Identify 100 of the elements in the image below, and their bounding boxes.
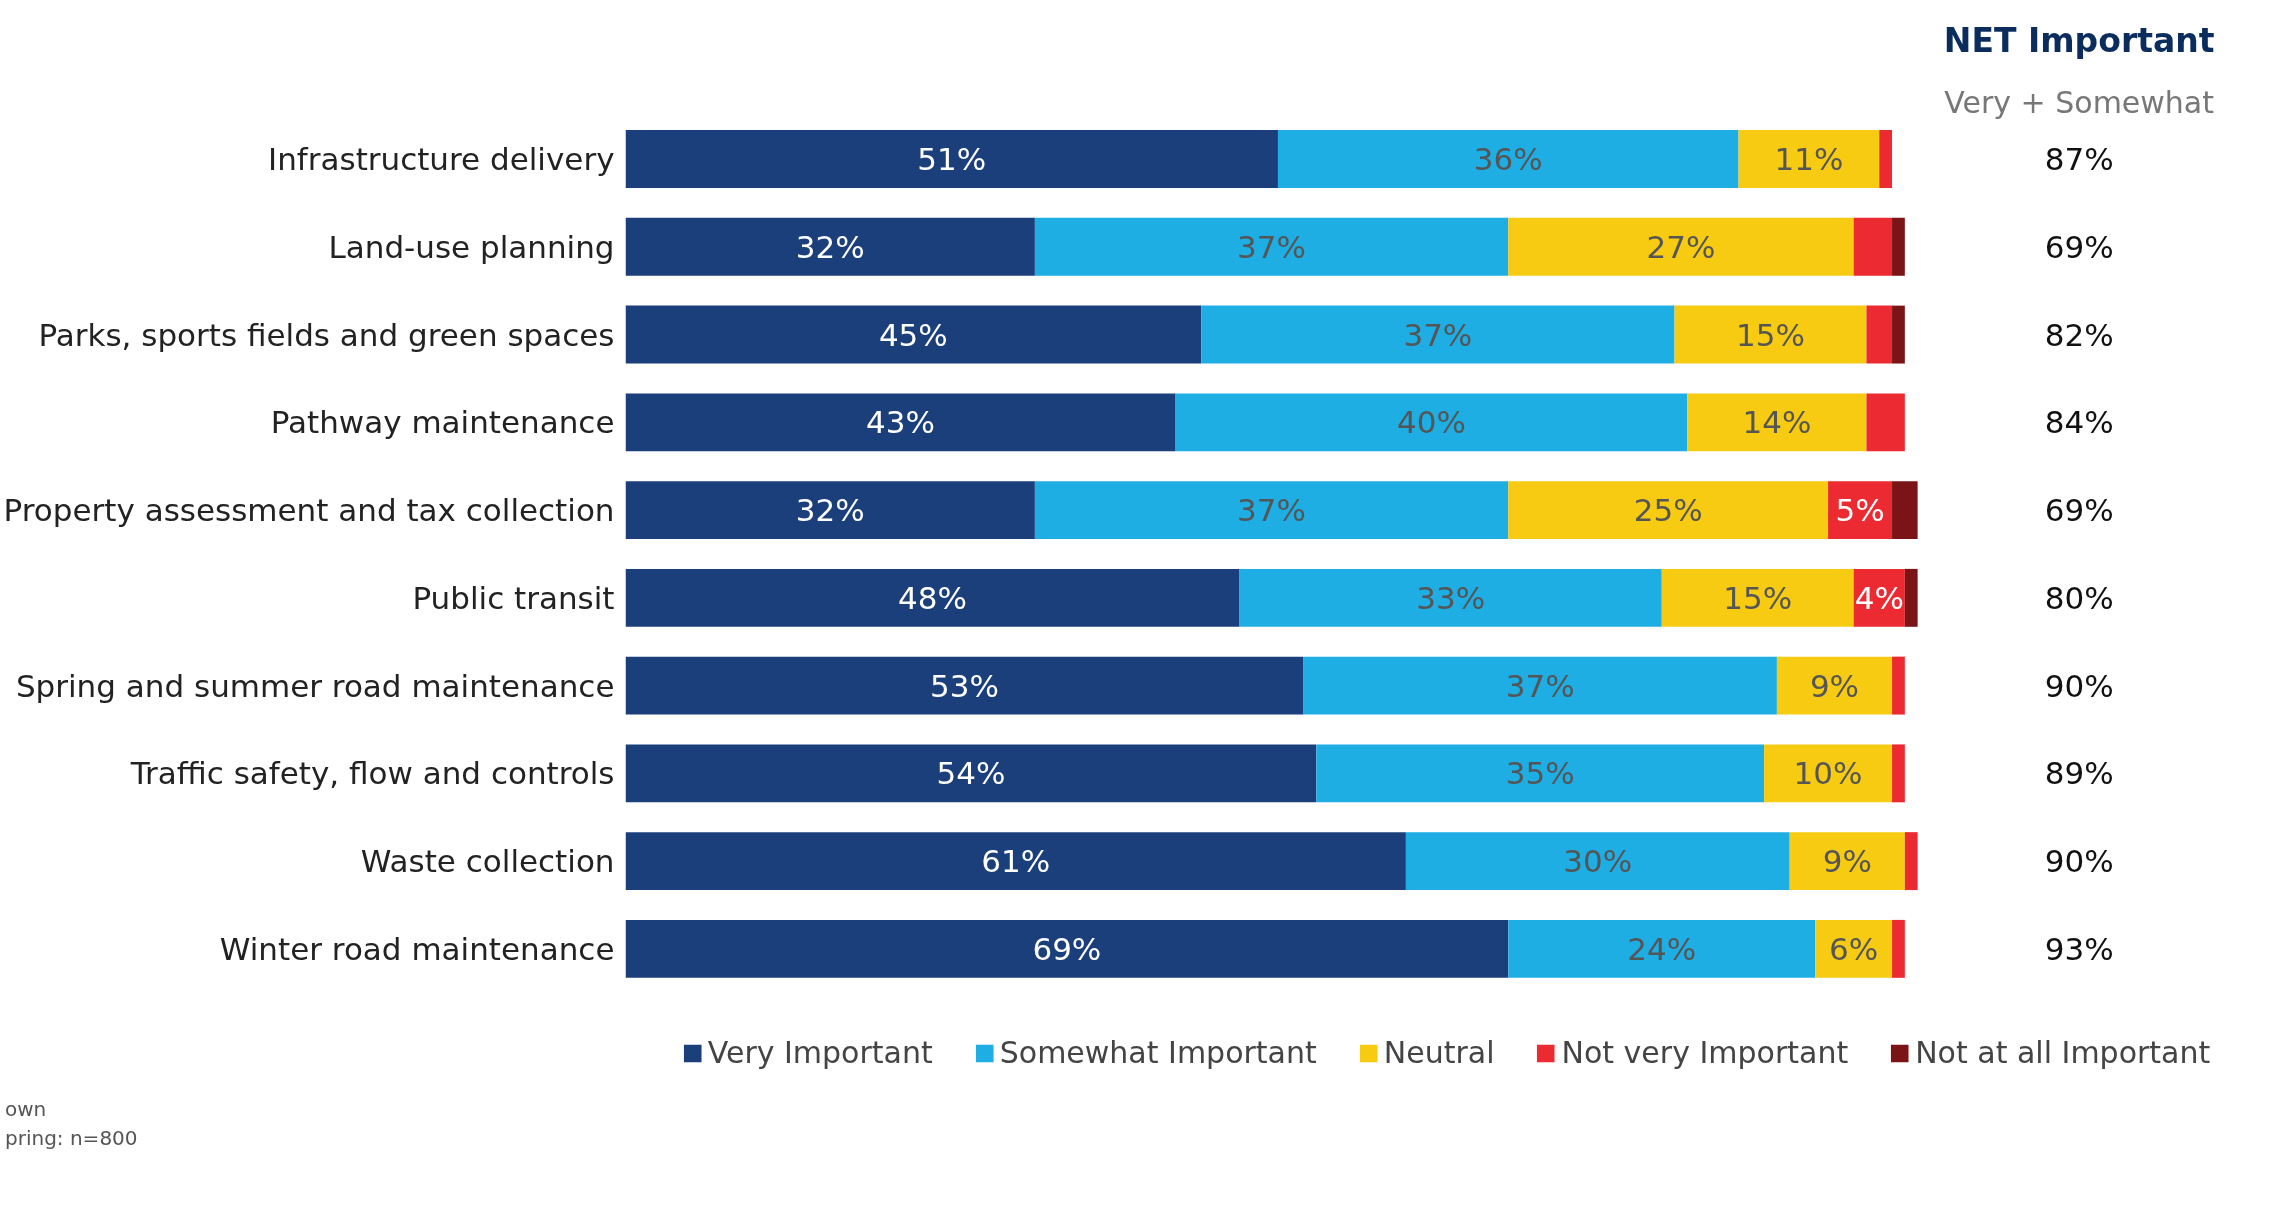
bar [1738,130,1880,189]
bar [1034,481,1509,540]
bar [1764,744,1893,803]
bar [1303,656,1777,715]
text: NET Important [1943,21,2215,61]
y-tick-label: Public transit [412,579,615,616]
text: 89% [2044,755,2114,792]
bar [1789,832,1905,891]
bar [625,305,1202,364]
legend-label: Not at all Important [1915,1035,2211,1070]
data-label: 11% [1774,141,1844,178]
data-label: 36% [1473,141,1543,178]
legend-label: Somewhat Important [999,1035,1317,1070]
y-tick-label: Property assessment and tax collection [3,492,615,529]
data-label: 35% [1505,755,1575,792]
data-label: 69% [1032,930,1102,967]
y-tick-label: Parks, sports fields and green spaces [38,316,615,353]
bar [1892,656,1905,715]
bar [625,832,1406,891]
legend-label: Very Important [707,1035,933,1070]
bar [1316,744,1765,803]
legend-label: Neutral [1383,1035,1495,1070]
bar [1892,744,1905,803]
bar [625,656,1304,715]
bar [1815,919,1893,978]
data-label: 53% [930,667,999,704]
data-label: 15% [1723,579,1793,616]
bar [1239,568,1662,627]
text: 80% [2044,579,2114,616]
text: 90% [2044,843,2114,880]
y-tick-label: Spring and summer road maintenance [15,667,615,704]
bar [625,130,1278,189]
data-label: 25% [1633,492,1703,529]
data-label: 40% [1397,404,1466,441]
data-label: 37% [1403,316,1473,353]
bar [1034,217,1509,276]
data-label: 9% [1822,843,1872,880]
bar [1175,393,1688,452]
bar [1405,832,1790,891]
data-label: 43% [866,404,936,441]
bar [625,217,1035,276]
text: 82% [2044,316,2114,353]
bar [1853,217,1893,276]
bar [1661,568,1854,627]
bar [625,393,1176,452]
bar [1508,481,1829,540]
bar [625,481,1035,540]
text: 87% [2044,141,2114,178]
bar [1508,919,1816,978]
data-label: 33% [1416,579,1486,616]
bar [1892,305,1905,364]
data-label: 27% [1646,228,1716,265]
text: 90% [2044,667,2114,704]
bar [1776,656,1893,715]
y-tick-label: Pathway maintenance [270,404,615,441]
data-label: 51% [917,141,987,178]
bar [1904,832,1918,891]
text: 69% [2044,228,2114,265]
data-label: 37% [1237,492,1307,529]
bar [1892,217,1905,276]
bar [1674,305,1867,364]
bar [1201,305,1675,364]
data-label: 24% [1627,930,1697,967]
bar [1892,919,1905,978]
data-label: 32% [795,228,865,265]
text: Very + Somewhat [1944,84,2215,120]
text: own [5,1097,47,1121]
data-label: 37% [1237,228,1307,265]
bar [1904,568,1918,627]
text: 69% [2044,492,2114,529]
bar [1892,481,1918,540]
data-label: 4% [1854,579,1904,616]
legend-label: Not very Important [1561,1035,1849,1070]
bar [1879,130,1893,189]
data-label: 6% [1829,930,1879,967]
bar [1687,393,1867,452]
y-tick-label: Infrastructure delivery [268,141,615,178]
data-label: 61% [981,843,1051,880]
data-label: 14% [1742,404,1812,441]
bar [1866,393,1905,452]
data-label: 48% [898,579,967,616]
y-tick-label: Winter road maintenance [219,930,615,967]
bar [1866,305,1893,364]
text: 84% [2044,404,2114,441]
bar [1277,130,1739,189]
bar [625,744,1317,803]
bar [625,919,1509,978]
data-label: 37% [1505,667,1575,704]
data-label: 30% [1563,843,1633,880]
bar [625,568,1240,627]
data-label: 9% [1809,667,1860,704]
data-label: 32% [795,492,865,529]
y-tick-label: Traffic safety, flow and controls [129,755,615,792]
data-label: 5% [1835,492,1885,529]
text: 93% [2044,930,2114,967]
data-label: 45% [878,316,948,353]
data-label: 15% [1736,316,1805,353]
data-label: 10% [1793,755,1863,792]
y-tick-label: Waste collection [360,843,615,880]
text: pring: n=800 [5,1125,138,1150]
